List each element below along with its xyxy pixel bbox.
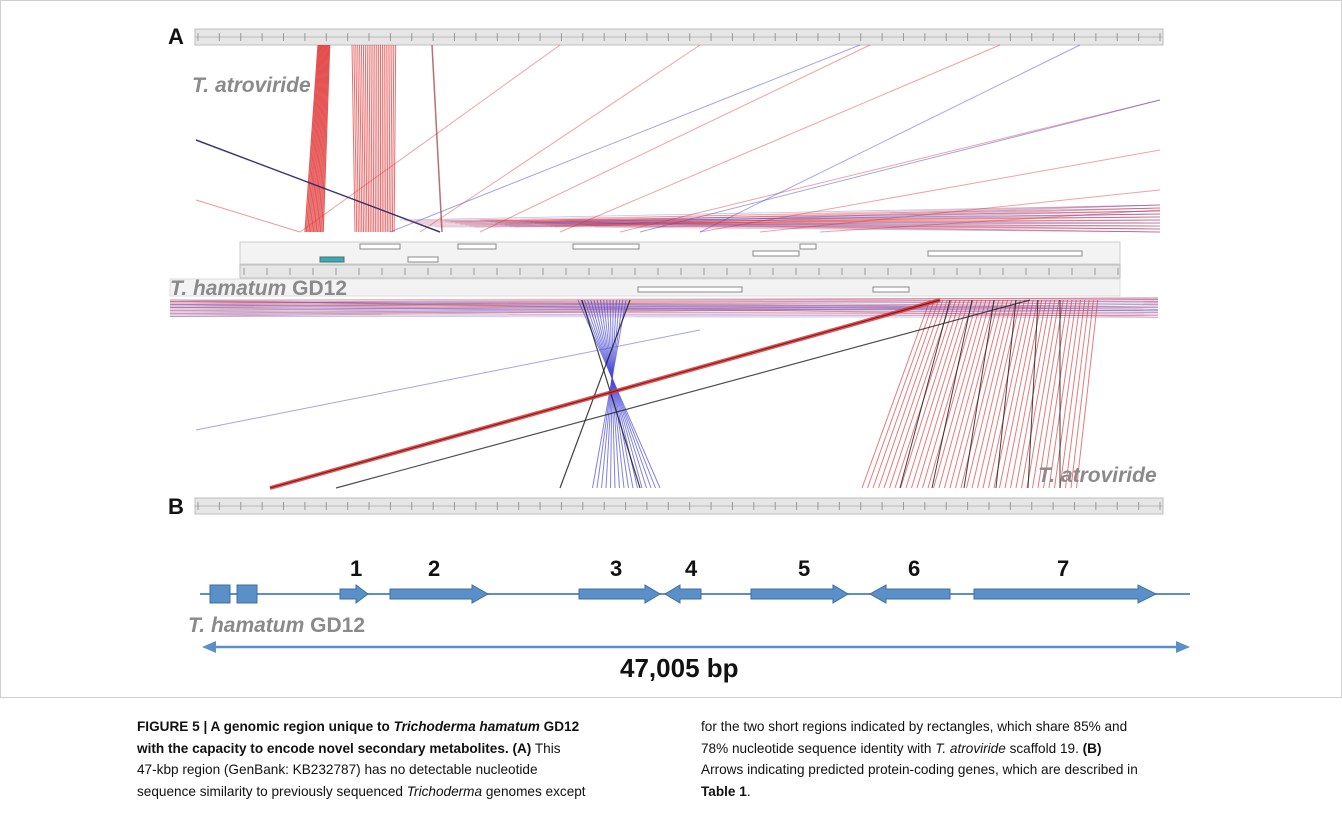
- gene-feature: [360, 244, 400, 249]
- caption-title-end: GD12: [540, 719, 579, 734]
- gene-feature: [753, 251, 799, 256]
- gene-number-6: 6: [908, 556, 920, 582]
- caption-column-2: for the two short regions indicated by r…: [701, 716, 1341, 802]
- organism-label-panel-b: T. hamatum GD12: [188, 614, 365, 638]
- caption-line: FIGURE 5 | A genomic region unique to Tr…: [137, 716, 677, 738]
- scale-arrowhead-right: [1176, 641, 1190, 653]
- similarity-rectangle: [210, 585, 230, 603]
- gene-arrow-5: [751, 585, 848, 603]
- gene-number-5: 5: [798, 556, 810, 582]
- caption-title-cont: with the capacity to encode novel second…: [137, 741, 531, 756]
- synteny-link: [1011, 300, 1047, 488]
- caption-table-ref: Table 1: [701, 784, 747, 799]
- organism-label-top: T. atroviride: [192, 74, 311, 98]
- strain-name: GD12: [310, 614, 365, 637]
- panel-b-label: B: [168, 494, 184, 520]
- gene-arrow-4: [665, 585, 701, 603]
- synteny-link: [170, 317, 1158, 318]
- synteny-link: [432, 45, 442, 232]
- lower-synteny-links: [170, 298, 1158, 488]
- caption-column-1: FIGURE 5 | A genomic region unique to Tr…: [137, 716, 677, 802]
- gene-arrow-7: [974, 585, 1156, 603]
- gene-feature: [928, 251, 1082, 256]
- caption-text: This: [531, 741, 560, 756]
- caption-line: 78% nucleotide sequence identity with T.…: [701, 738, 1341, 760]
- synteny-link: [480, 45, 870, 232]
- synteny-link: [196, 330, 700, 430]
- synteny-link: [1028, 300, 1038, 488]
- synteny-link: [389, 45, 390, 232]
- gene-arrow-2: [390, 585, 488, 603]
- caption-text: scaffold 19.: [1006, 741, 1083, 756]
- organism-label-middle: T. hamatum GD12: [170, 277, 347, 301]
- similarity-rectangle: [237, 585, 257, 603]
- synteny-link: [386, 45, 387, 232]
- gene-number-3: 3: [610, 556, 622, 582]
- gene-arrow-1: [340, 585, 368, 603]
- synteny-link: [1022, 300, 1055, 488]
- gene-feature: [638, 287, 742, 292]
- synteny-link: [375, 45, 376, 232]
- gene-number-2: 2: [428, 556, 440, 582]
- synteny-link: [1066, 300, 1090, 488]
- upper-synteny-links: [196, 45, 1160, 232]
- synteny-link: [387, 45, 388, 232]
- caption-line: Arrows indicating predicted protein-codi…: [701, 759, 1341, 781]
- caption-panel-ref: (B): [1083, 741, 1102, 756]
- gene-arrow-6: [870, 585, 950, 603]
- caption-title: FIGURE 5 | A genomic region unique to: [137, 719, 394, 734]
- synteny-link: [581, 300, 655, 488]
- gene-number-1: 1: [350, 556, 362, 582]
- gene-number-7: 7: [1057, 556, 1069, 582]
- caption-text: 78% nucleotide sequence identity with: [701, 741, 935, 756]
- gene-feature: [800, 244, 816, 249]
- caption-text: .: [747, 784, 751, 799]
- gene-number-4: 4: [685, 556, 697, 582]
- strain-name: GD12: [292, 277, 347, 300]
- caption-line: sequence similarity to previously sequen…: [137, 781, 677, 803]
- synteny-link: [950, 300, 999, 488]
- synteny-link: [906, 300, 964, 488]
- gene-feature: [408, 257, 438, 262]
- synteny-link: [371, 45, 372, 232]
- caption-text: genomes except: [482, 784, 586, 799]
- caption-line: 47-kbp region (GenBank: KB232787) has no…: [137, 759, 677, 781]
- caption-title-italic: Trichoderma hamatum: [394, 719, 540, 734]
- synteny-link: [300, 45, 560, 232]
- panel-a-label: A: [168, 24, 184, 50]
- gene-arrow-3: [579, 585, 660, 603]
- caption-text: sequence similarity to previously sequen…: [137, 784, 407, 799]
- caption-genus: Trichoderma: [407, 784, 482, 799]
- synteny-link: [1071, 300, 1093, 488]
- scale-arrowhead-left: [202, 641, 216, 653]
- ruler-bottom: [195, 498, 1163, 514]
- ruler-top: [195, 29, 1163, 45]
- caption-line: with the capacity to encode novel second…: [137, 738, 677, 760]
- highlighted-feature: [320, 257, 344, 262]
- organism-name: T. hamatum: [170, 277, 286, 300]
- organism-label-bottom: T. atroviride: [1038, 464, 1157, 488]
- synteny-link: [392, 45, 393, 232]
- gene-feature: [573, 244, 639, 249]
- synteny-link: [989, 300, 1029, 488]
- organism-name: T. hamatum: [188, 614, 304, 637]
- synteny-link: [391, 45, 392, 232]
- caption-line: Table 1.: [701, 781, 1341, 803]
- synteny-link: [1077, 300, 1098, 488]
- synteny-link: [873, 300, 939, 488]
- synteny-link: [394, 45, 396, 232]
- caption-species: T. atroviride: [935, 741, 1006, 756]
- synteny-link: [373, 45, 374, 232]
- length-label: 47,005 bp: [620, 653, 739, 684]
- synteny-link: [369, 45, 370, 232]
- gene-feature: [458, 244, 496, 249]
- synteny-link: [879, 300, 943, 488]
- gene-feature: [873, 287, 909, 292]
- synteny-link: [196, 200, 300, 232]
- caption-line: for the two short regions indicated by r…: [701, 716, 1341, 738]
- synteny-link: [420, 45, 700, 232]
